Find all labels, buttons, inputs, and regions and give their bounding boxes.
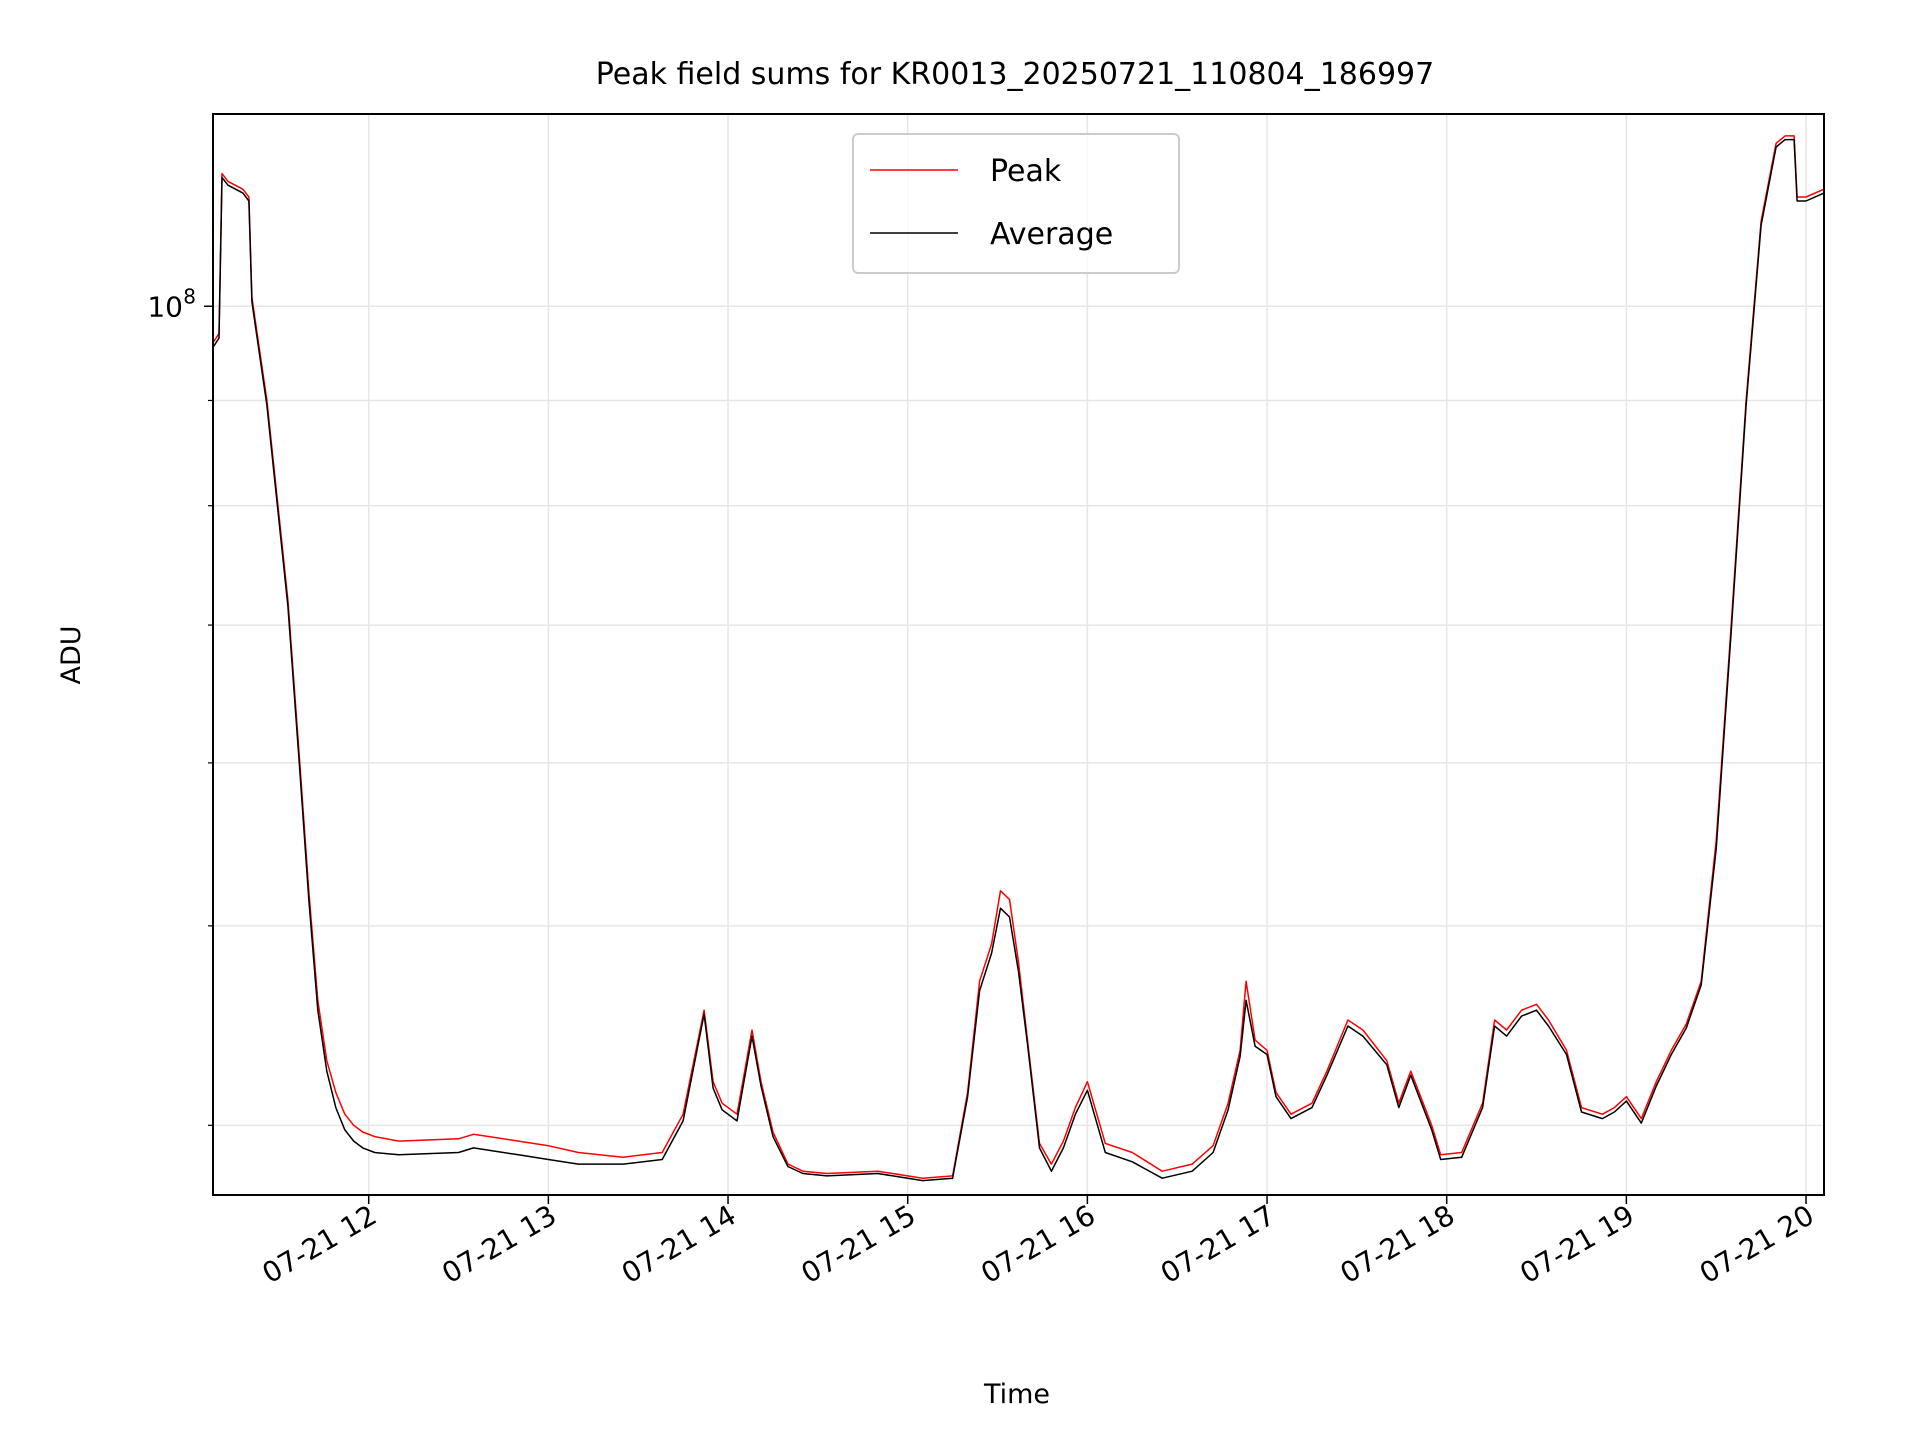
legend: Peak Average xyxy=(852,133,1180,274)
grid xyxy=(213,114,1824,1195)
series-line-peak xyxy=(212,135,1825,1179)
legend-peak-label: Peak xyxy=(990,154,1062,189)
legend-box xyxy=(852,133,1180,274)
y-axis-ticks: 10 8 xyxy=(147,284,213,1126)
series-line-average xyxy=(212,138,1825,1182)
chart-title: Peak field sums for KR0013_20250721_1108… xyxy=(596,57,1434,92)
series-lines xyxy=(212,135,1825,1182)
legend-average-label: Average xyxy=(990,217,1113,252)
y-tick-exponent: 8 xyxy=(183,284,196,308)
x-axis-label: Time xyxy=(983,1379,1050,1410)
y-axis-label: ADU xyxy=(56,625,87,684)
y-tick-label: 10 xyxy=(147,290,183,323)
plot-frame xyxy=(212,113,1825,1196)
